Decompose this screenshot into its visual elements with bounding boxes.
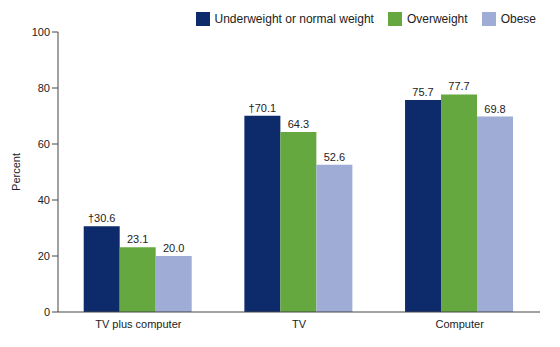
svg-text:52.6: 52.6 (324, 151, 345, 163)
html-text:Overweight: Overweight (406, 12, 468, 26)
svg-text:77.7: 77.7 (448, 80, 469, 92)
svg-text:75.7: 75.7 (412, 86, 433, 98)
svg-text:†30.6: †30.6 (88, 212, 116, 224)
svg-text:TV: TV (292, 318, 307, 330)
svg-text:TV plus computer: TV plus computer (95, 318, 182, 330)
svg-text:Percent: Percent (10, 153, 22, 191)
svg-text:Computer: Computer (436, 318, 485, 330)
svg-text:100: 100 (32, 26, 50, 38)
html-text:Underweight or normal weight: Underweight or normal weight (214, 12, 374, 26)
svg-text:20.0: 20.0 (163, 242, 184, 254)
svg-text:40: 40 (38, 194, 50, 206)
svg-text:64.3: 64.3 (288, 118, 309, 130)
svg-text:69.8: 69.8 (484, 103, 505, 115)
svg-text:80: 80 (38, 82, 50, 94)
svg-text:20: 20 (38, 250, 50, 262)
html-text:Obese: Obese (500, 12, 536, 26)
svg-text:0: 0 (44, 306, 50, 318)
svg-text:†70.1: †70.1 (249, 102, 277, 114)
svg-text:23.1: 23.1 (127, 233, 148, 245)
svg-text:60: 60 (38, 138, 50, 150)
